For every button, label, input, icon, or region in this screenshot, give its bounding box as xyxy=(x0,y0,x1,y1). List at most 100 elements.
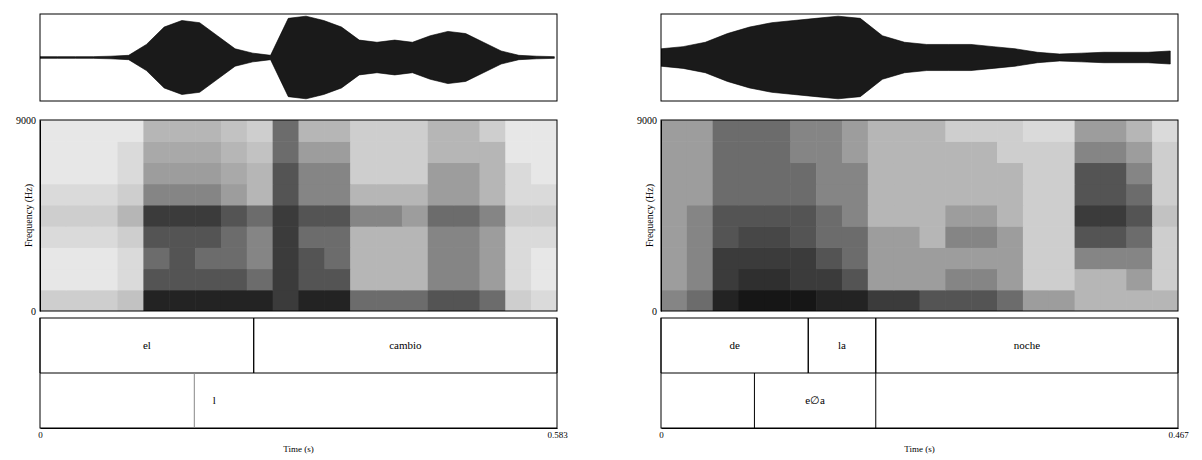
spectrogram-cell xyxy=(428,290,454,311)
interval-label: cambio xyxy=(389,339,422,351)
interval-boundary xyxy=(754,373,755,428)
spectrogram-cell xyxy=(790,290,816,311)
spectrogram-cell xyxy=(894,162,920,184)
spectrogram-cell xyxy=(713,184,739,206)
spectrogram-cell xyxy=(971,184,997,206)
spectrogram-cell xyxy=(661,120,687,142)
spectrogram-cell xyxy=(505,120,531,142)
spectrogram-cell xyxy=(894,120,920,142)
spectrogram-cell xyxy=(66,120,92,142)
spectrogram-cell xyxy=(428,269,454,291)
spectrogram-cell xyxy=(1100,269,1126,291)
y-axis-title: Frequency (Hz) xyxy=(23,184,35,247)
spectrogram-cell xyxy=(505,269,531,291)
spectrogram-cell xyxy=(299,269,325,291)
spectrogram-cell xyxy=(118,184,144,206)
spectrogram-cell xyxy=(299,226,325,248)
spectrogram-cell xyxy=(790,162,816,184)
spectrogram-cell xyxy=(1023,141,1049,163)
spectrogram-cell xyxy=(661,247,687,269)
spectrogram-cell xyxy=(687,141,713,163)
spectrogram-cell xyxy=(324,141,350,163)
spectrogram-cell xyxy=(1075,269,1101,291)
spectrogram-cell xyxy=(816,162,842,184)
spectrogram-cell xyxy=(195,269,221,291)
spectrogram-cell xyxy=(971,205,997,227)
interval-label: de xyxy=(729,339,740,351)
spectrogram-cell xyxy=(273,290,299,311)
spectrogram-cell xyxy=(661,141,687,163)
spectrogram-cell xyxy=(790,247,816,269)
spectrogram-cell xyxy=(66,141,92,163)
spectrogram-cell xyxy=(868,290,894,311)
spectrogram-cell xyxy=(1126,205,1152,227)
spectrogram-cell xyxy=(324,120,350,142)
spectrogram-cell xyxy=(143,247,169,269)
spectrogram-cell xyxy=(894,141,920,163)
spectrogram-cell xyxy=(143,226,169,248)
spectrogram-cell xyxy=(790,141,816,163)
spectrogram-cell xyxy=(739,184,765,206)
spectrogram-cell xyxy=(324,205,350,227)
spectrogram-cell xyxy=(1126,226,1152,248)
spectrogram-cell xyxy=(92,141,118,163)
spectrogram-cell xyxy=(945,269,971,291)
spectrogram-cell xyxy=(402,290,428,311)
spectrogram-marks xyxy=(40,120,557,311)
spectrogram-cell xyxy=(350,226,376,248)
spectrogram-cell xyxy=(40,269,66,291)
tier-frame xyxy=(661,318,1178,428)
spectrogram-cell xyxy=(1100,162,1126,184)
spectrogram-cell xyxy=(92,184,118,206)
spectrogram-cell xyxy=(505,141,531,163)
spectrogram-cell xyxy=(92,290,118,311)
spectrogram-cell xyxy=(92,269,118,291)
x-axis-line xyxy=(662,428,1179,429)
spectrogram-cell xyxy=(66,162,92,184)
spectrogram-cell xyxy=(531,290,557,311)
spectrogram-cell xyxy=(868,141,894,163)
spectrogram-cell xyxy=(739,247,765,269)
spectrogram-cell xyxy=(221,269,247,291)
interval-label: el xyxy=(143,339,151,351)
spectrogram-cell xyxy=(868,226,894,248)
waveform-marks xyxy=(40,16,554,99)
x-tick-label: 0.583 xyxy=(547,430,568,440)
spectrogram-cell xyxy=(92,205,118,227)
spectrogram-cell xyxy=(971,120,997,142)
spectrogram-cell xyxy=(273,205,299,227)
spectrogram-cell xyxy=(713,247,739,269)
spectrogram-cell xyxy=(764,269,790,291)
x-axis-line xyxy=(41,428,558,429)
spectrogram-cell xyxy=(713,205,739,227)
spectrogram-cell xyxy=(739,141,765,163)
spectrogram-cell xyxy=(376,141,402,163)
spectrogram-cell xyxy=(1100,141,1126,163)
interval-label: e∅a xyxy=(805,394,825,406)
spectrogram-cell xyxy=(1152,205,1178,227)
spectrogram-cell xyxy=(350,120,376,142)
spectrogram-cell xyxy=(505,162,531,184)
spectrogram-cell xyxy=(1049,205,1075,227)
spectrogram-cell xyxy=(324,269,350,291)
spectrogram-cell xyxy=(790,226,816,248)
interval-boundary xyxy=(875,318,876,373)
spectrogram-cell xyxy=(247,269,273,291)
spectrogram-cell xyxy=(454,247,480,269)
spectrogram-cell xyxy=(687,162,713,184)
spectrogram-cell xyxy=(195,184,221,206)
spectrogram-cell xyxy=(118,247,144,269)
interval-boundary xyxy=(40,318,41,373)
spectrogram-cell xyxy=(376,184,402,206)
spectrogram-cell xyxy=(1049,226,1075,248)
spectrogram-cell xyxy=(661,290,687,311)
spectrogram-cell xyxy=(143,184,169,206)
spectrogram-cell xyxy=(971,269,997,291)
spectrogram-cell xyxy=(764,120,790,142)
spectrogram-cell xyxy=(816,141,842,163)
spectrogram-cell xyxy=(531,247,557,269)
spectrogram-cell xyxy=(169,269,195,291)
spectrogram-cell xyxy=(221,247,247,269)
spectrogram-cell xyxy=(661,162,687,184)
spectrogram-cell xyxy=(402,162,428,184)
